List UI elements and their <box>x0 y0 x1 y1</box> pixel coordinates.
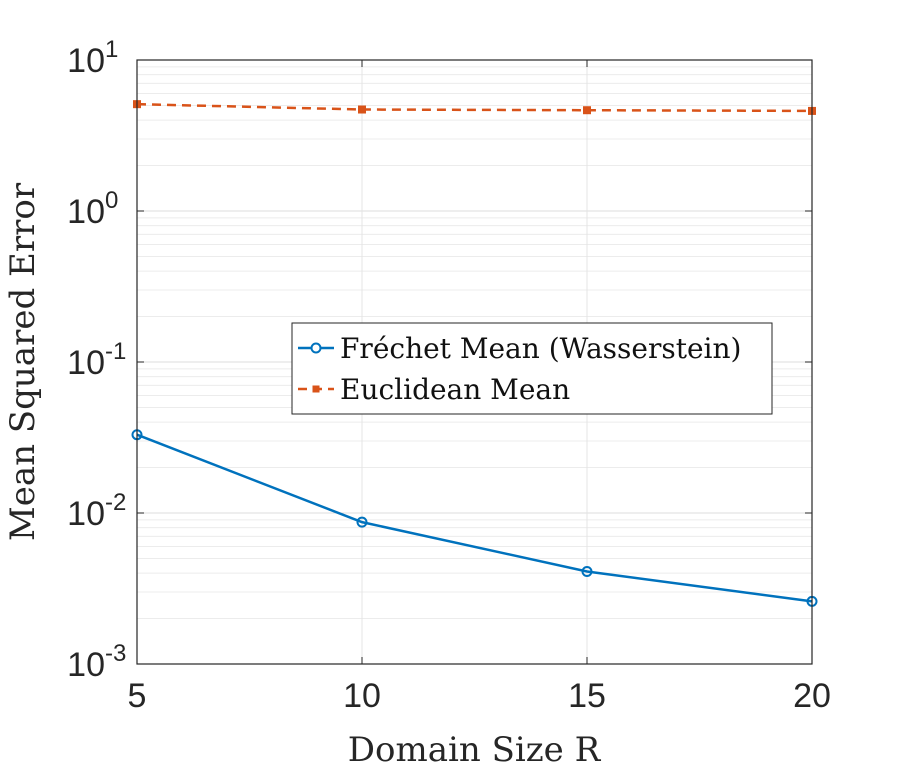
y-tick-label: 10 0 <box>67 187 118 231</box>
legend: Fréchet Mean (Wasserstein) Euclidean Mean <box>291 322 773 415</box>
x-tick-label: 15 <box>568 677 606 715</box>
x-tick-label: 5 <box>128 677 147 715</box>
series-layer <box>131 100 818 607</box>
x-axis-label: Domain Size R <box>348 730 602 770</box>
y-tick-base: 10 <box>67 42 105 80</box>
y-axis-label: Mean Squared Error <box>3 182 43 541</box>
axes-layer <box>136 59 813 665</box>
legend-entry-1: Euclidean Mean <box>298 373 570 406</box>
y-tick-exponent: 0 <box>105 187 118 214</box>
y-tick-exponent: -3 <box>105 640 126 667</box>
data-point-marker <box>358 105 366 114</box>
data-point-marker <box>356 516 368 528</box>
y-tick-label: 10 -1 <box>67 338 126 382</box>
series-line-0 <box>136 433 813 603</box>
y-tick-base: 10 <box>67 495 105 533</box>
y-tick-exponent: -2 <box>105 489 126 516</box>
legend-entries: Fréchet Mean (Wasserstein) Euclidean Mean <box>298 332 741 406</box>
y-tick-exponent: -1 <box>105 338 126 365</box>
legend-box <box>291 322 773 415</box>
y-tick-label: 10 1 <box>67 36 118 80</box>
legend-label: Fréchet Mean (Wasserstein) <box>340 332 741 365</box>
y-tick-label: 10 -2 <box>67 489 126 533</box>
y-tick-base: 10 <box>67 193 105 231</box>
y-tick-base: 10 <box>67 344 105 382</box>
series-line-1 <box>136 102 813 113</box>
data-point-marker <box>581 565 593 577</box>
x-tick-label: 10 <box>343 677 381 715</box>
y-tick-exponent: 1 <box>105 36 118 63</box>
y-tick-base: 10 <box>67 646 105 684</box>
legend-entry-0: Fréchet Mean (Wasserstein) <box>298 332 741 365</box>
legend-marker <box>312 385 320 393</box>
y-tick-label: 10 -3 <box>67 640 126 684</box>
legend-label: Euclidean Mean <box>340 373 570 406</box>
x-tick-label: 20 <box>793 677 831 715</box>
legend-marker <box>310 342 322 354</box>
data-point-marker <box>583 106 591 115</box>
